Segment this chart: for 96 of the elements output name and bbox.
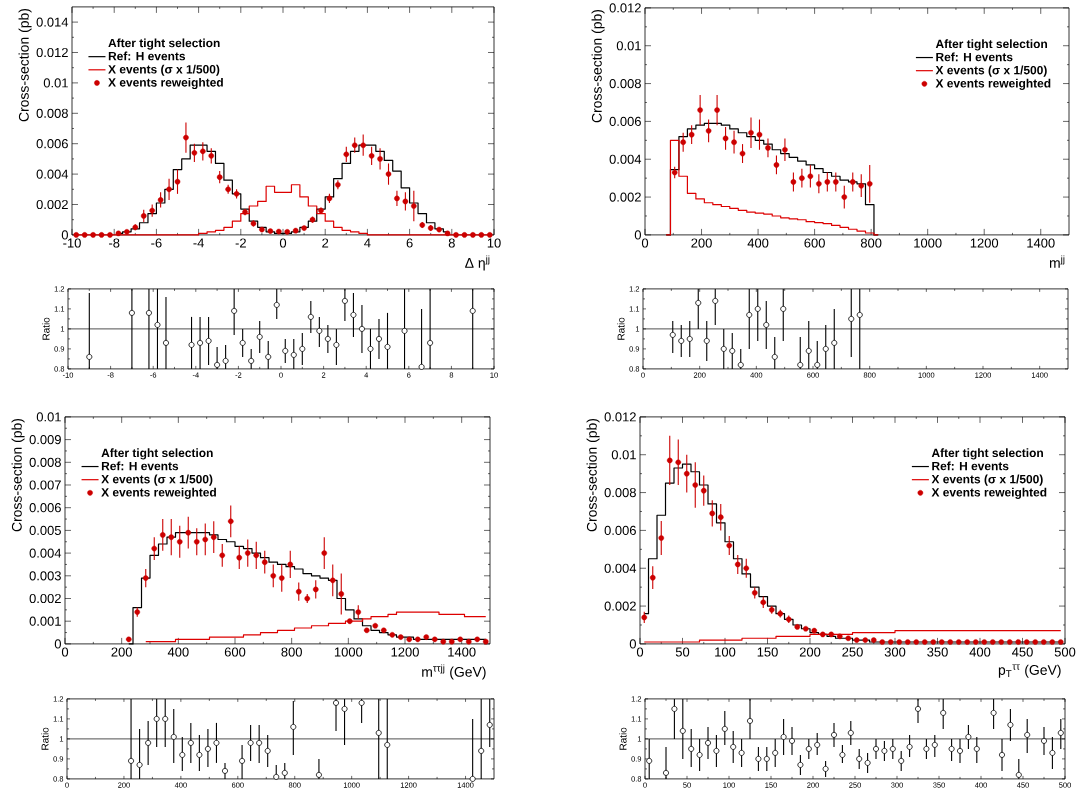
- x-tick-label: 350: [927, 647, 948, 657]
- x-tick-label: 8: [448, 238, 455, 248]
- x-tick-label: 1000: [334, 647, 363, 657]
- legend-label: Ref: H events: [108, 51, 186, 61]
- y-tick-label: 0: [61, 230, 68, 240]
- x-axis-title: m$^{jj}$: [1049, 255, 1065, 268]
- y-tick-label: 0.002: [36, 199, 68, 210]
- y-tick-label: 0.004: [29, 548, 62, 558]
- y-axis-title: Cross-section (pb): [591, 9, 605, 123]
- x-tick-label: -2: [235, 238, 246, 248]
- x-tick-label: 0: [279, 238, 287, 248]
- legend-label: Ref: H events: [936, 52, 1013, 62]
- y-tick-label: 0.006: [604, 525, 636, 535]
- y-tick-label: 0.006: [36, 139, 68, 149]
- y-tick-label: 0.002: [609, 192, 641, 202]
- y-axis-title: Cross-section (pb): [586, 418, 600, 532]
- x-tick-label: 1400: [1027, 238, 1055, 248]
- y-tick-label: 0.012: [36, 47, 68, 58]
- x-tick-label: 450: [1012, 647, 1033, 657]
- y-tick-label: 0.014: [36, 17, 69, 27]
- y-tick-label: 0.004: [604, 563, 637, 573]
- x-tick-label: 1200: [391, 647, 419, 657]
- x-tick-label: 4: [364, 238, 371, 248]
- x-tick-label: 100: [715, 647, 736, 657]
- x-tick-label: 1400: [448, 647, 476, 657]
- y-tick-label: 0: [634, 230, 641, 240]
- y-tick-label: 0.008: [604, 487, 636, 498]
- y-axis-title: Cross-section (pb): [11, 418, 25, 532]
- x-tick-label: 600: [804, 238, 825, 248]
- y-tick-label: 0.005: [29, 525, 61, 535]
- x-tick-label: 400: [747, 238, 769, 248]
- y-tick-label: 0: [54, 639, 61, 649]
- y-tick-label: 0.008: [29, 457, 61, 467]
- y-axis-title: Ratio: [617, 317, 625, 340]
- y-axis-title: Ratio: [619, 727, 627, 750]
- x-tick-label: 1200: [970, 238, 999, 248]
- legend-label: X events (σ x 1/500): [101, 474, 213, 486]
- x-tick-label: -6: [151, 238, 162, 248]
- legend-title: After tight selection: [108, 38, 220, 50]
- x-tick-label: 800: [281, 647, 302, 657]
- legend-title: After tight selection: [101, 448, 213, 460]
- x-tick-label: 200: [691, 238, 712, 248]
- x-tick-label: 250: [842, 647, 863, 657]
- y-tick-label: 0.004: [609, 154, 642, 164]
- x-tick-label: 300: [884, 647, 906, 657]
- legend-title: After tight selection: [935, 39, 1048, 51]
- legend-label: X events reweighted: [931, 487, 1047, 499]
- y-tick-label: 0.003: [29, 571, 61, 581]
- y-tick-label: 0.008: [609, 78, 641, 89]
- x-tick-label: 50: [675, 647, 690, 657]
- x-tick-label: 1000: [914, 238, 942, 248]
- y-tick-label: 0.01: [36, 412, 61, 422]
- x-tick-label: 800: [860, 238, 882, 248]
- legend-label: X events (σ x 1/500): [935, 65, 1047, 77]
- x-tick-label: 500: [1054, 647, 1076, 657]
- y-tick-label: 0.006: [609, 116, 641, 126]
- legend-label: X events reweighted: [101, 487, 216, 499]
- x-tick-label: 150: [757, 647, 778, 657]
- x-tick-label: 2: [322, 238, 329, 248]
- legend-label: Ref: H events: [101, 461, 179, 471]
- y-tick-label: 0.002: [29, 593, 61, 604]
- legend-label: X events reweighted: [108, 77, 223, 90]
- y-tick-label: 0.007: [29, 480, 61, 490]
- y-tick-label: 0.001: [29, 616, 61, 626]
- x-tick-label: 200: [111, 647, 132, 657]
- y-tick-label: 0.01: [616, 41, 641, 51]
- y-tick-label: 0.002: [604, 601, 636, 611]
- y-tick-label: 0.012: [604, 412, 636, 422]
- y-axis-title: Ratio: [42, 317, 50, 340]
- x-tick-label: 600: [224, 647, 246, 657]
- y-tick-label: 0.008: [36, 108, 68, 118]
- y-tick-label: 0.01: [611, 450, 636, 460]
- x-tick-label: -8: [109, 238, 120, 248]
- y-axis-title: Ratio: [41, 727, 49, 750]
- x-axis-title: p$_{T}$$^{ττ}$ (GeV): [998, 664, 1061, 678]
- x-tick-label: 400: [969, 647, 991, 657]
- x-tick-label: 6: [406, 238, 413, 248]
- x-axis-title: Δ η$^{jj}$: [465, 255, 490, 271]
- x-tick-label: -10: [63, 238, 81, 248]
- y-tick-label: 0.01: [43, 78, 68, 88]
- legend-label: X events (σ x 1/500): [931, 474, 1043, 486]
- x-tick-label: 10: [487, 238, 501, 248]
- y-tick-label: 0: [629, 639, 636, 649]
- legend-label: X events reweighted: [935, 78, 1051, 90]
- y-axis-title: Cross-section (pb): [18, 8, 32, 122]
- x-tick-label: -4: [193, 238, 204, 248]
- legend-label: X events (σ x 1/500): [108, 64, 220, 76]
- y-tick-label: 0.012: [609, 3, 641, 13]
- y-tick-label: 0.004: [36, 169, 69, 179]
- legend-label: Ref: H events: [932, 461, 1009, 471]
- legend-title: After tight selection: [931, 448, 1043, 460]
- y-tick-label: 0.009: [29, 435, 61, 445]
- y-tick-label: 0.006: [29, 503, 61, 513]
- x-axis-title: m$^{ττjj}$ (GeV): [422, 664, 486, 680]
- x-tick-label: 200: [799, 647, 821, 657]
- x-tick-label: 400: [167, 647, 189, 657]
